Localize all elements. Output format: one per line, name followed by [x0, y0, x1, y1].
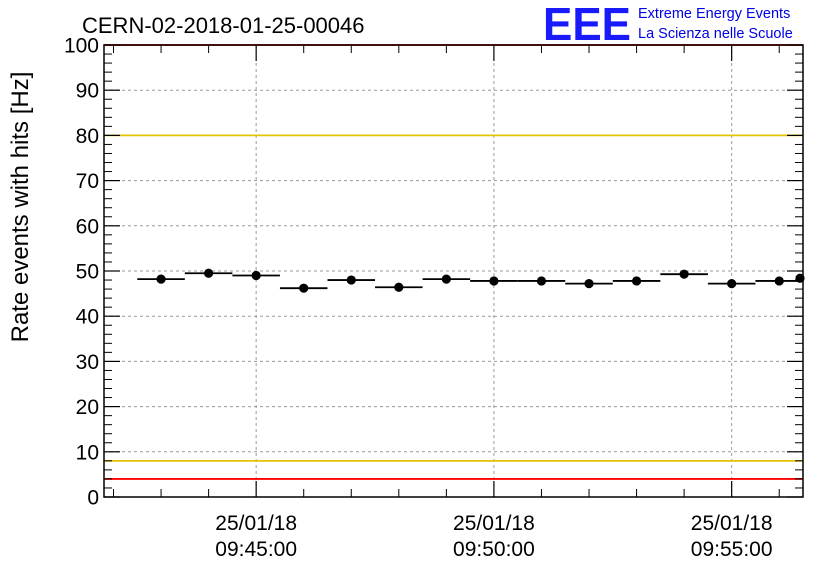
data-point	[727, 279, 737, 289]
data-point	[346, 275, 356, 285]
data-point	[204, 268, 214, 278]
data-point	[394, 282, 404, 292]
chart-title: CERN-02-2018-01-25-00046	[82, 13, 365, 38]
reference-lines	[104, 44, 803, 480]
data-point	[631, 276, 642, 286]
eee-logo: EEE	[543, 0, 631, 50]
data-point	[156, 274, 166, 284]
y-axis-label: Rate events with hits [Hz]	[7, 72, 34, 343]
data-point	[679, 269, 689, 279]
gridlines	[104, 45, 803, 497]
axis-ticks	[104, 44, 803, 498]
x-tick-time-label: 09:45:00	[215, 538, 297, 561]
y-tick-label: 50	[76, 261, 99, 284]
data-point	[774, 276, 784, 286]
x-tick-date-label: 25/01/18	[215, 512, 297, 535]
y-tick-label: 100	[64, 35, 99, 58]
logo-line-1: Extreme Energy Events	[638, 6, 790, 22]
y-tick-label: 30	[76, 351, 99, 374]
y-tick-label: 90	[76, 80, 99, 103]
x-tick-time-label: 09:55:00	[691, 538, 773, 561]
y-tick-label: 10	[76, 441, 99, 464]
logo-line-2: La Scienza nelle Scuole	[638, 26, 793, 42]
y-tick-label: 0	[87, 487, 99, 510]
data-point	[536, 276, 547, 286]
data-point	[441, 274, 451, 284]
y-tick-label: 80	[76, 125, 99, 148]
x-tick-date-label: 25/01/18	[453, 512, 535, 535]
x-tick-date-label: 25/01/18	[691, 512, 773, 535]
data-series	[137, 268, 805, 293]
data-point	[584, 279, 594, 289]
data-point	[489, 276, 499, 286]
data-point	[299, 283, 309, 293]
y-tick-label: 60	[76, 215, 99, 238]
tick-labels: 0 10 20 30 40 50 60 70 80 90 100 25/01/18 09:45:00 25…	[64, 35, 773, 562]
y-tick-label: 70	[76, 170, 99, 193]
y-tick-label: 20	[76, 396, 99, 419]
data-point	[251, 270, 261, 281]
x-tick-time-label: 09:50:00	[453, 538, 535, 561]
y-tick-label: 40	[76, 306, 99, 329]
